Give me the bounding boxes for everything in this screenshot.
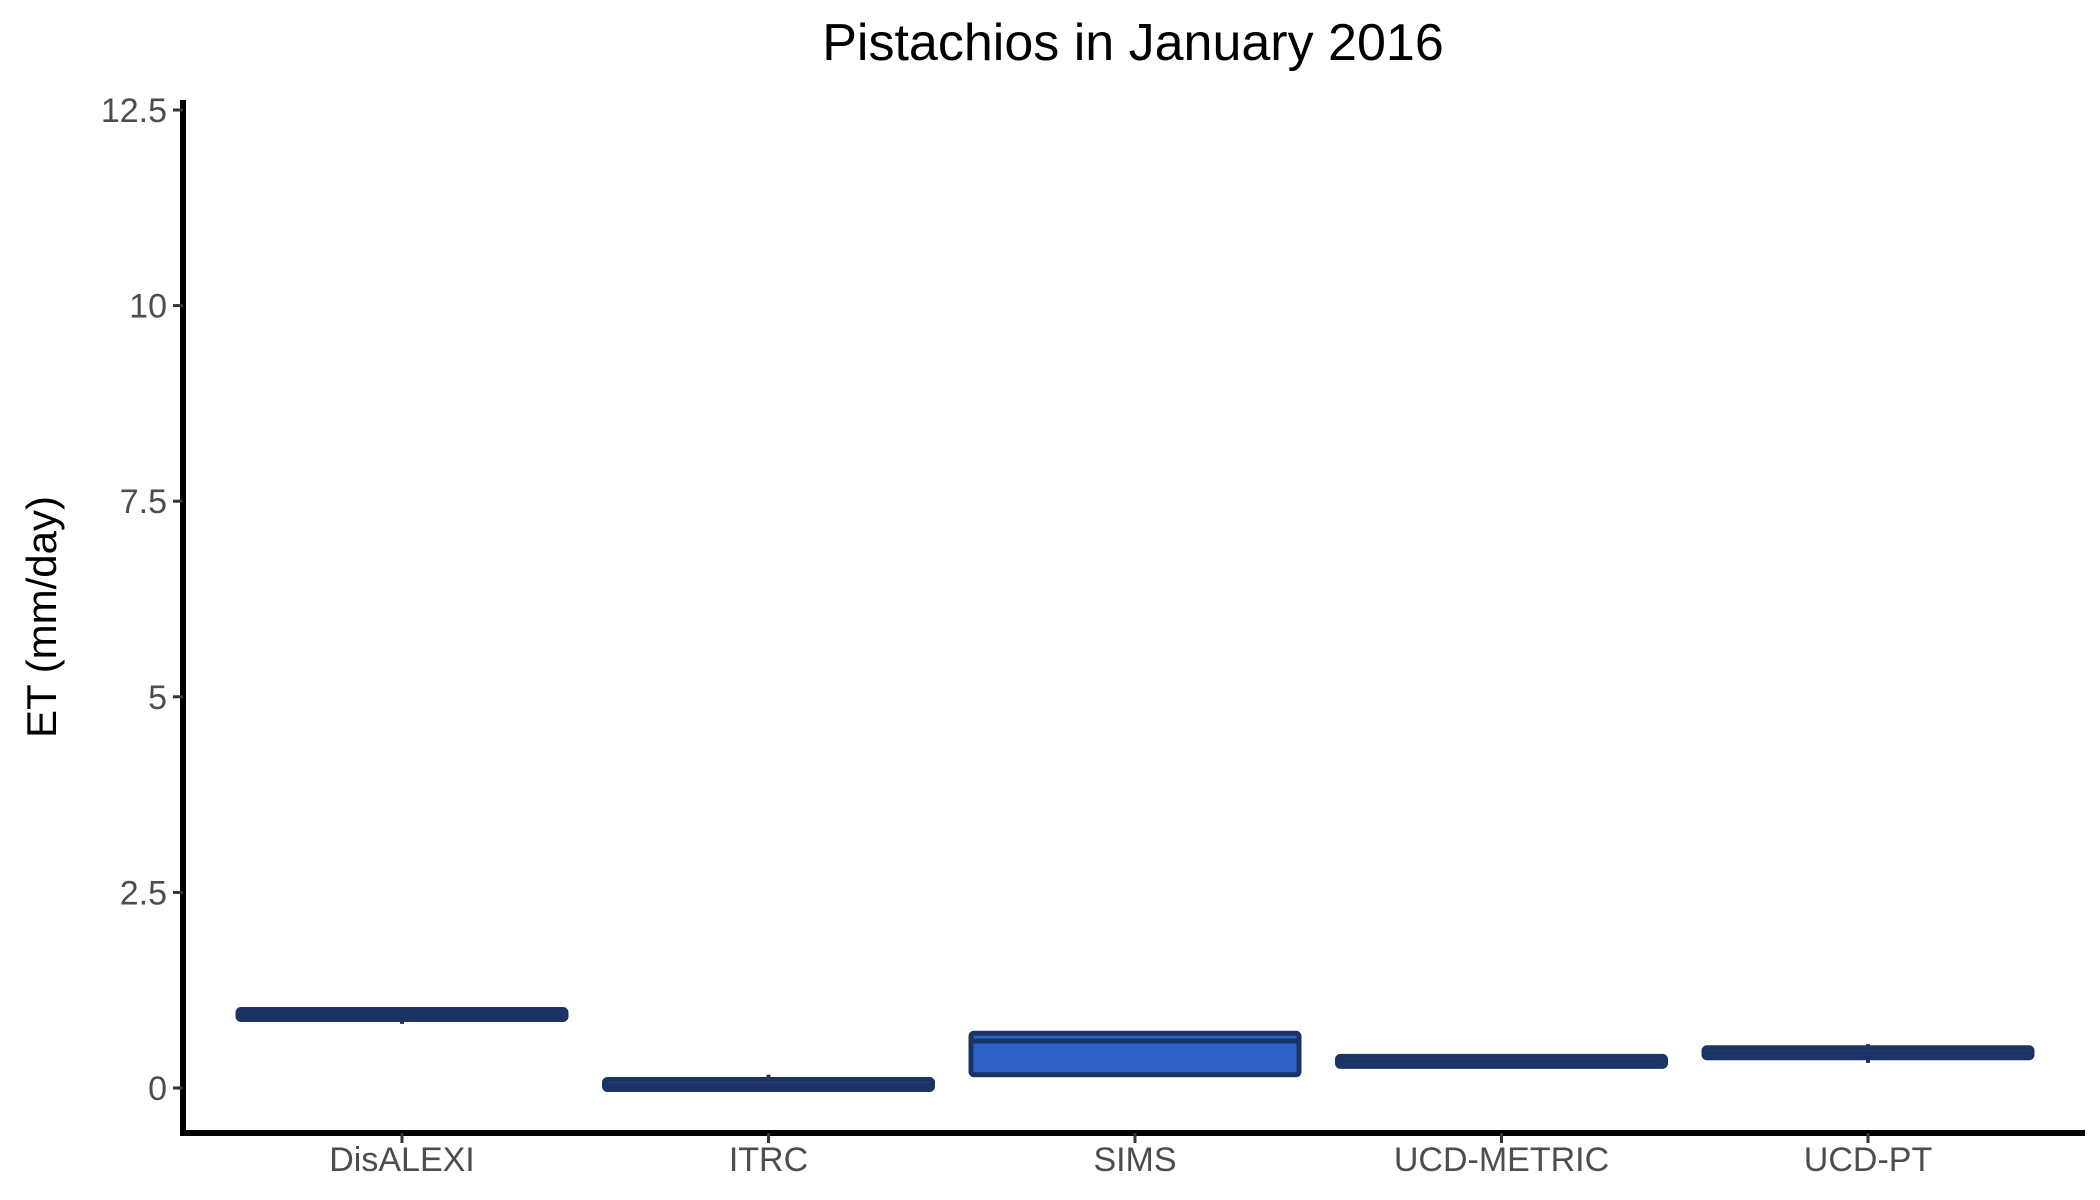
y-tick-label: 7.5	[120, 483, 167, 521]
y-tick-label: 2.5	[120, 874, 167, 912]
x-tick-label: UCD-METRIC	[1394, 1141, 1609, 1179]
x-tick-label: SIMS	[1093, 1141, 1176, 1179]
x-tick-label: DisALEXI	[329, 1141, 475, 1179]
chart-title: Pistachios in January 2016	[822, 14, 1444, 72]
x-tick-label: ITRC	[729, 1141, 808, 1179]
y-tick-label: 5	[148, 679, 167, 717]
y-tick-label: 12.5	[101, 92, 167, 130]
x-tick-label: UCD-PT	[1804, 1141, 1932, 1179]
box-body	[968, 1030, 1302, 1078]
y-axis-label: ET (mm/day)	[18, 496, 65, 738]
y-tick-label: 10	[129, 288, 167, 326]
y-tick-label: 0	[148, 1070, 167, 1108]
plot-area: 0 2.5 5 7.5 10 12.5 DisALEXI ITRC SIMS UCD-METRIC…	[101, 92, 2085, 1179]
